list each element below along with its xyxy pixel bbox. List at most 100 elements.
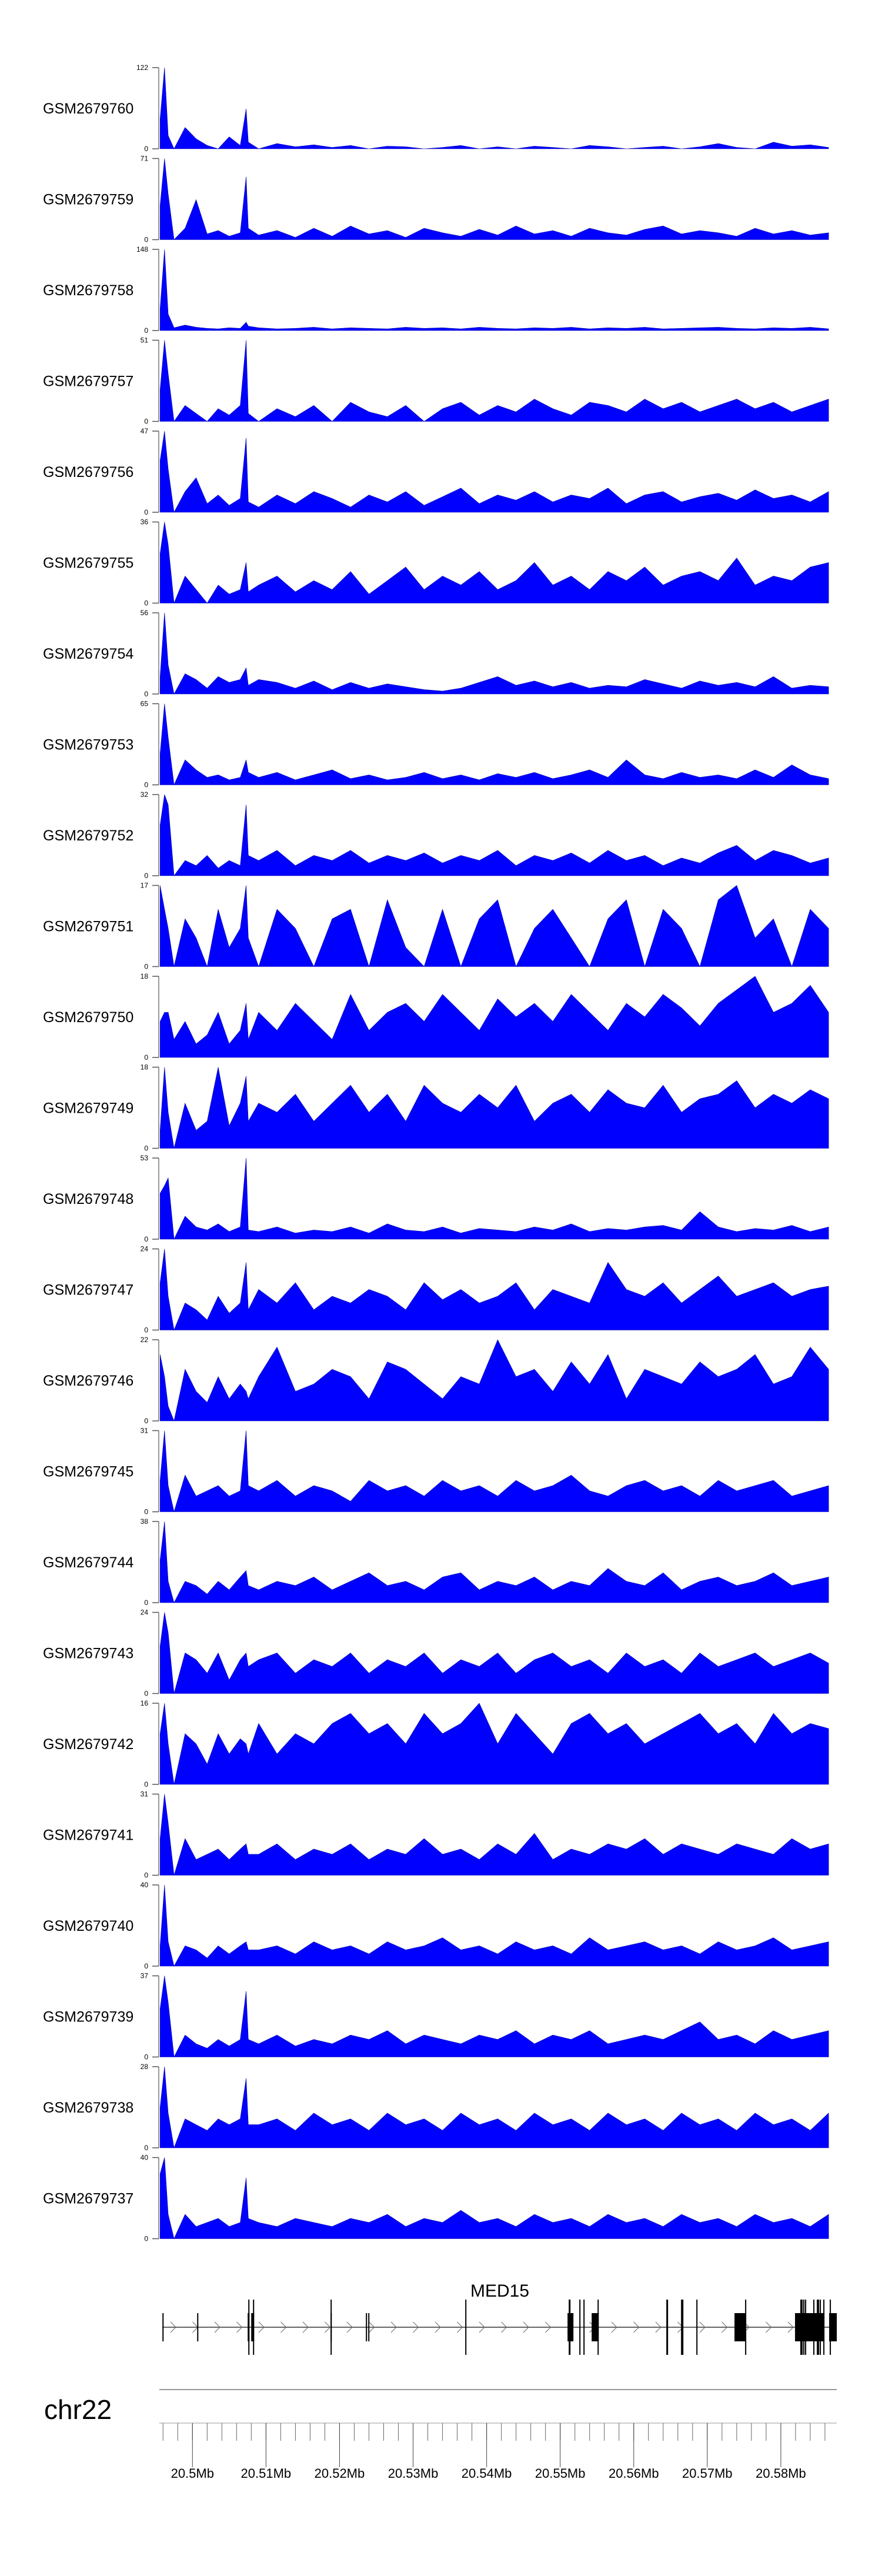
exon bbox=[795, 2313, 825, 2341]
track-label: GSM2679746 bbox=[43, 1373, 133, 1389]
y-max-label: 65 bbox=[141, 700, 149, 708]
coverage-track: GSM2679752 32 0 bbox=[43, 790, 829, 880]
coverage-track: GSM2679750 18 0 bbox=[43, 972, 829, 1062]
y-max-label: 32 bbox=[141, 790, 149, 799]
y-max-label: 31 bbox=[141, 1427, 149, 1435]
y-min-label: 0 bbox=[144, 2144, 148, 2152]
coverage-track: GSM2679738 28 0 bbox=[43, 2063, 829, 2152]
coverage-track: GSM2679745 31 0 bbox=[43, 1427, 829, 1516]
coding-exon bbox=[813, 2300, 815, 2355]
coverage-area bbox=[159, 340, 829, 422]
coverage-area bbox=[159, 794, 829, 876]
coding-exon bbox=[666, 2300, 669, 2355]
y-max-label: 38 bbox=[141, 1517, 149, 1526]
y-min-label: 0 bbox=[144, 326, 148, 335]
coverage-area bbox=[159, 2157, 829, 2240]
coverage-area bbox=[159, 885, 829, 967]
strand-arrow-icon bbox=[501, 2321, 507, 2333]
strand-arrow-icon bbox=[302, 2321, 309, 2333]
coding-exon bbox=[330, 2300, 332, 2355]
y-max-label: 28 bbox=[141, 2063, 149, 2071]
y-max-label: 122 bbox=[136, 64, 148, 72]
coverage-area bbox=[159, 431, 829, 513]
coverage-area bbox=[159, 1884, 829, 1967]
coverage-track: GSM2679741 31 0 bbox=[43, 1790, 829, 1880]
y-min-label: 0 bbox=[144, 1780, 148, 1788]
track-label: GSM2679740 bbox=[43, 1918, 133, 1934]
coverage-area bbox=[159, 249, 829, 331]
exon bbox=[734, 2313, 746, 2341]
strand-arrow-icon bbox=[699, 2321, 706, 2333]
y-min-label: 0 bbox=[144, 1690, 148, 1698]
y-max-label: 148 bbox=[136, 245, 148, 253]
tick-label: 20.51Mb bbox=[241, 2466, 292, 2481]
coverage-track: GSM2679755 36 0 bbox=[43, 518, 829, 608]
coding-exon bbox=[681, 2300, 684, 2355]
gene-label: MED15 bbox=[470, 2281, 529, 2301]
coding-exon bbox=[579, 2300, 581, 2355]
y-min-label: 0 bbox=[144, 508, 148, 516]
y-min-label: 0 bbox=[144, 599, 148, 608]
coding-exon bbox=[465, 2300, 467, 2355]
coverage-area bbox=[159, 1794, 829, 1876]
track-label: GSM2679759 bbox=[43, 192, 133, 208]
y-max-label: 56 bbox=[141, 609, 149, 617]
coverage-track: GSM2679757 51 0 bbox=[43, 336, 829, 426]
coverage-track: GSM2679743 24 0 bbox=[43, 1609, 829, 1698]
y-min-label: 0 bbox=[144, 690, 148, 698]
strand-arrow-icon bbox=[523, 2321, 529, 2333]
y-max-label: 18 bbox=[141, 972, 149, 980]
strand-arrow-icon bbox=[236, 2321, 243, 2333]
coding-exon bbox=[696, 2300, 698, 2355]
track-label: GSM2679737 bbox=[43, 2191, 133, 2207]
track-label: GSM2679754 bbox=[43, 646, 133, 662]
y-max-label: 24 bbox=[141, 1609, 149, 1617]
track-label: GSM2679756 bbox=[43, 464, 133, 481]
track-label: GSM2679742 bbox=[43, 1736, 133, 1753]
coding-exon bbox=[820, 2300, 821, 2355]
coverage-area bbox=[159, 1067, 829, 1149]
track-label: GSM2679745 bbox=[43, 1464, 133, 1480]
y-min-label: 0 bbox=[144, 1508, 148, 1516]
track-label: GSM2679760 bbox=[43, 101, 133, 117]
track-label: GSM2679758 bbox=[43, 282, 133, 299]
strand-arrow-icon bbox=[369, 2321, 375, 2333]
y-min-label: 0 bbox=[144, 2235, 148, 2243]
coverage-area bbox=[159, 976, 829, 1058]
track-label: GSM2679751 bbox=[43, 919, 133, 935]
y-min-label: 0 bbox=[144, 1144, 148, 1153]
y-min-label: 0 bbox=[144, 1417, 148, 1425]
tick-label: 20.56Mb bbox=[609, 2466, 659, 2481]
coverage-area bbox=[159, 67, 829, 149]
y-min-label: 0 bbox=[144, 781, 148, 789]
coverage-track: GSM2679753 65 0 bbox=[43, 700, 829, 789]
y-min-label: 0 bbox=[144, 2053, 148, 2061]
coverage-track: GSM2679754 56 0 bbox=[43, 609, 829, 698]
tick-label: 20.5Mb bbox=[171, 2466, 214, 2481]
track-label: GSM2679741 bbox=[43, 1827, 133, 1844]
coverage-track: GSM2679739 37 0 bbox=[43, 1972, 829, 2061]
tick-label: 20.58Mb bbox=[756, 2466, 806, 2481]
strand-arrow-icon bbox=[346, 2321, 353, 2333]
coverage-area bbox=[159, 612, 829, 695]
track-label: GSM2679750 bbox=[43, 1009, 133, 1026]
coding-exon bbox=[745, 2300, 747, 2355]
coverage-track: GSM2679760 122 0 bbox=[43, 64, 829, 153]
tick-label: 20.53Mb bbox=[388, 2466, 439, 2481]
coverage-tracks: GSM2679760 122 0 GSM2679759 71 0 GSM2679758 148… bbox=[43, 64, 829, 2243]
exon bbox=[829, 2313, 837, 2341]
coverage-area bbox=[159, 1249, 829, 1331]
exon bbox=[197, 2313, 199, 2341]
coverage-track: GSM2679746 22 0 bbox=[43, 1336, 829, 1425]
strand-arrow-icon bbox=[611, 2321, 617, 2333]
strand-arrow-icon bbox=[280, 2321, 287, 2333]
y-min-label: 0 bbox=[144, 1326, 148, 1334]
track-label: GSM2679753 bbox=[43, 737, 133, 753]
coverage-area bbox=[159, 2066, 829, 2149]
coverage-area bbox=[159, 1430, 829, 1513]
track-label: GSM2679748 bbox=[43, 1191, 133, 1207]
y-min-label: 0 bbox=[144, 1053, 148, 1062]
y-min-label: 0 bbox=[144, 963, 148, 971]
coding-exon bbox=[597, 2300, 599, 2355]
